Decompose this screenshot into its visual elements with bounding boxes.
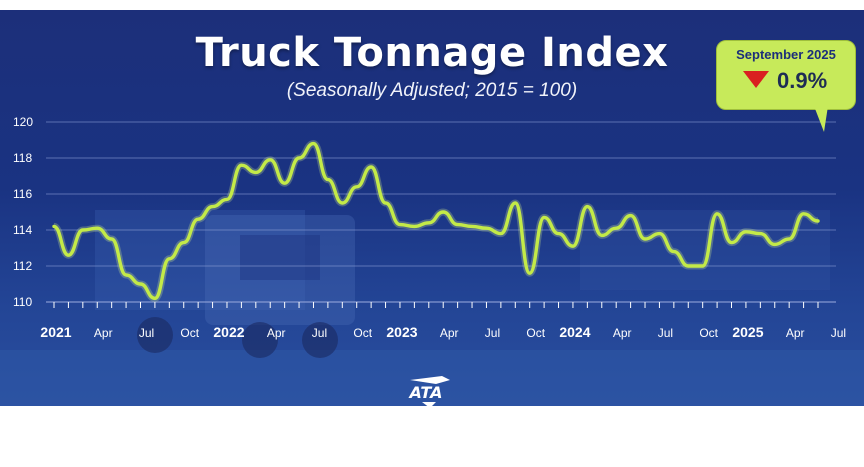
y-tick-label: 112 bbox=[13, 259, 32, 273]
x-tick-label-year: 2025 bbox=[732, 324, 763, 340]
x-tick-label-month: Apr bbox=[786, 326, 805, 340]
ata-logo-mark bbox=[410, 376, 450, 406]
line-chart: 110 112 114 116 118 120 2021 Apr Jul Oct 2022 Apr J… bbox=[13, 115, 846, 340]
y-tick-label: 110 bbox=[13, 295, 32, 309]
x-tick-label-month: Apr bbox=[613, 326, 632, 340]
down-arrow-icon bbox=[743, 71, 769, 88]
x-tick-label-month: Oct bbox=[526, 326, 545, 340]
x-tick-label-month: Oct bbox=[699, 326, 718, 340]
series-line bbox=[52, 141, 820, 301]
y-tick-label: 120 bbox=[13, 115, 33, 129]
chart-title: Truck Tonnage Index bbox=[195, 30, 669, 76]
chart-panel: Truck Tonnage Index (Seasonally Adjusted… bbox=[0, 10, 864, 406]
callout-pointer bbox=[814, 106, 828, 132]
x-tick-label-month: Apr bbox=[267, 326, 286, 340]
callout-change-value: 0.9% bbox=[777, 68, 828, 93]
y-tick-label: 118 bbox=[13, 151, 32, 165]
x-tick-label-month: Jul bbox=[831, 326, 846, 340]
x-tick-label-month: Jul bbox=[139, 326, 154, 340]
x-tick-label-month: Oct bbox=[180, 326, 199, 340]
y-axis-ticks: 110 112 114 116 118 120 bbox=[13, 115, 33, 309]
change-callout: September 2025 0.9% bbox=[716, 40, 856, 132]
x-tick-label-year: 2023 bbox=[386, 324, 417, 340]
ata-logo-text: ATA bbox=[409, 383, 443, 402]
x-tick-label-month: Jul bbox=[658, 326, 673, 340]
callout-box: September 2025 0.9% bbox=[716, 40, 856, 110]
chart-subtitle: (Seasonally Adjusted; 2015 = 100) bbox=[286, 80, 578, 101]
x-tick-label-year: 2021 bbox=[40, 324, 71, 340]
callout-period: September 2025 bbox=[736, 47, 836, 62]
truck-background-image bbox=[0, 210, 864, 406]
x-tick-label-month: Apr bbox=[94, 326, 113, 340]
x-tick-label-month: Apr bbox=[440, 326, 459, 340]
y-tick-label: 114 bbox=[13, 223, 32, 237]
gridlines bbox=[46, 121, 836, 303]
x-axis: 2021 Apr Jul Oct 2022 Apr Jul Oct 2023 Apr Jul Oct 2… bbox=[40, 302, 846, 340]
series-line-group bbox=[52, 140, 820, 302]
x-tick-label-month: Jul bbox=[485, 326, 500, 340]
series-line-glow bbox=[52, 140, 819, 302]
x-tick-label-month: Jul bbox=[312, 326, 327, 340]
y-tick-label: 116 bbox=[13, 187, 32, 201]
ata-logo: ATA bbox=[406, 372, 460, 406]
x-tick-label-year: 2024 bbox=[559, 324, 590, 340]
x-tick-label-month: Oct bbox=[353, 326, 372, 340]
x-tick-label-year: 2022 bbox=[213, 324, 244, 340]
